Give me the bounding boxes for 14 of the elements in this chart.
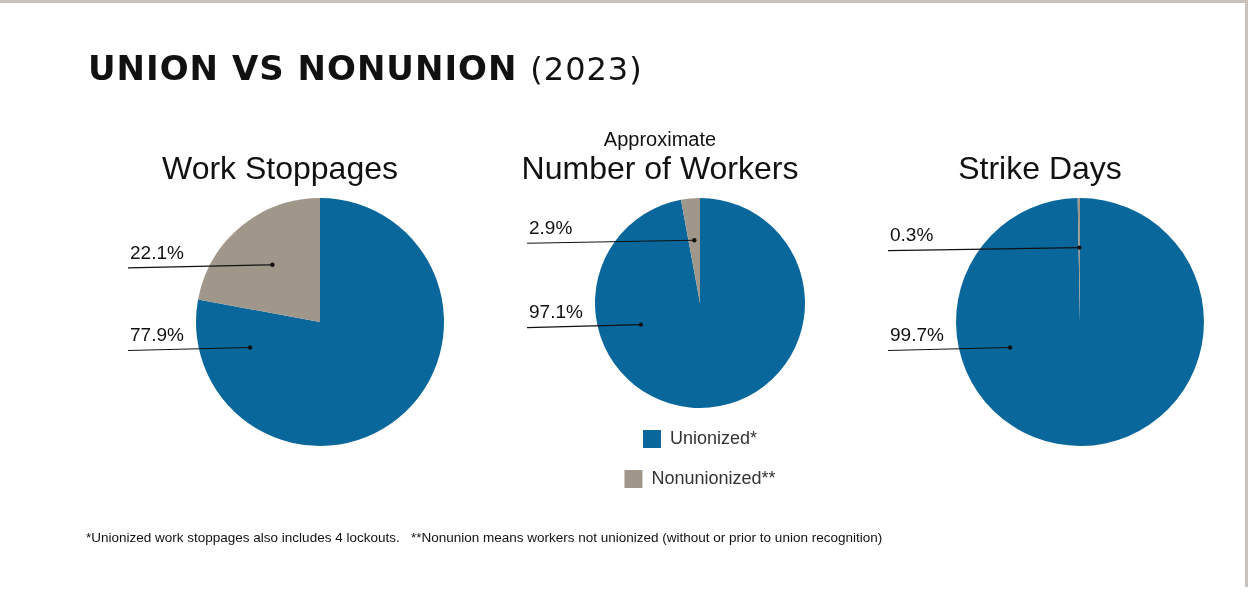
- chart-subtitle: Approximate: [602, 128, 718, 150]
- data-label: 0.3%: [890, 224, 934, 246]
- text: UNION VS NONUNION (2023): [88, 48, 643, 88]
- chart-title: Strike Days: [957, 150, 1123, 188]
- legend-label: Unionized*: [669, 427, 758, 448]
- data-label: 2.9%: [529, 217, 573, 238]
- text: *Unionized work stoppages also includes 4 lockouts. **Nonunion means workers not unionized (without or prior to union recognition): [86, 530, 883, 545]
- data-label: 22.1%: [130, 241, 184, 263]
- chart-title: Number of Workers: [520, 150, 800, 188]
- data-label: 77.9%: [130, 324, 184, 346]
- data-label: 99.7%: [890, 324, 944, 346]
- chart-title: Work Stoppages: [161, 150, 399, 188]
- data-label: 97.1%: [529, 301, 583, 323]
- legend-label: Nonunionized**: [651, 467, 776, 488]
